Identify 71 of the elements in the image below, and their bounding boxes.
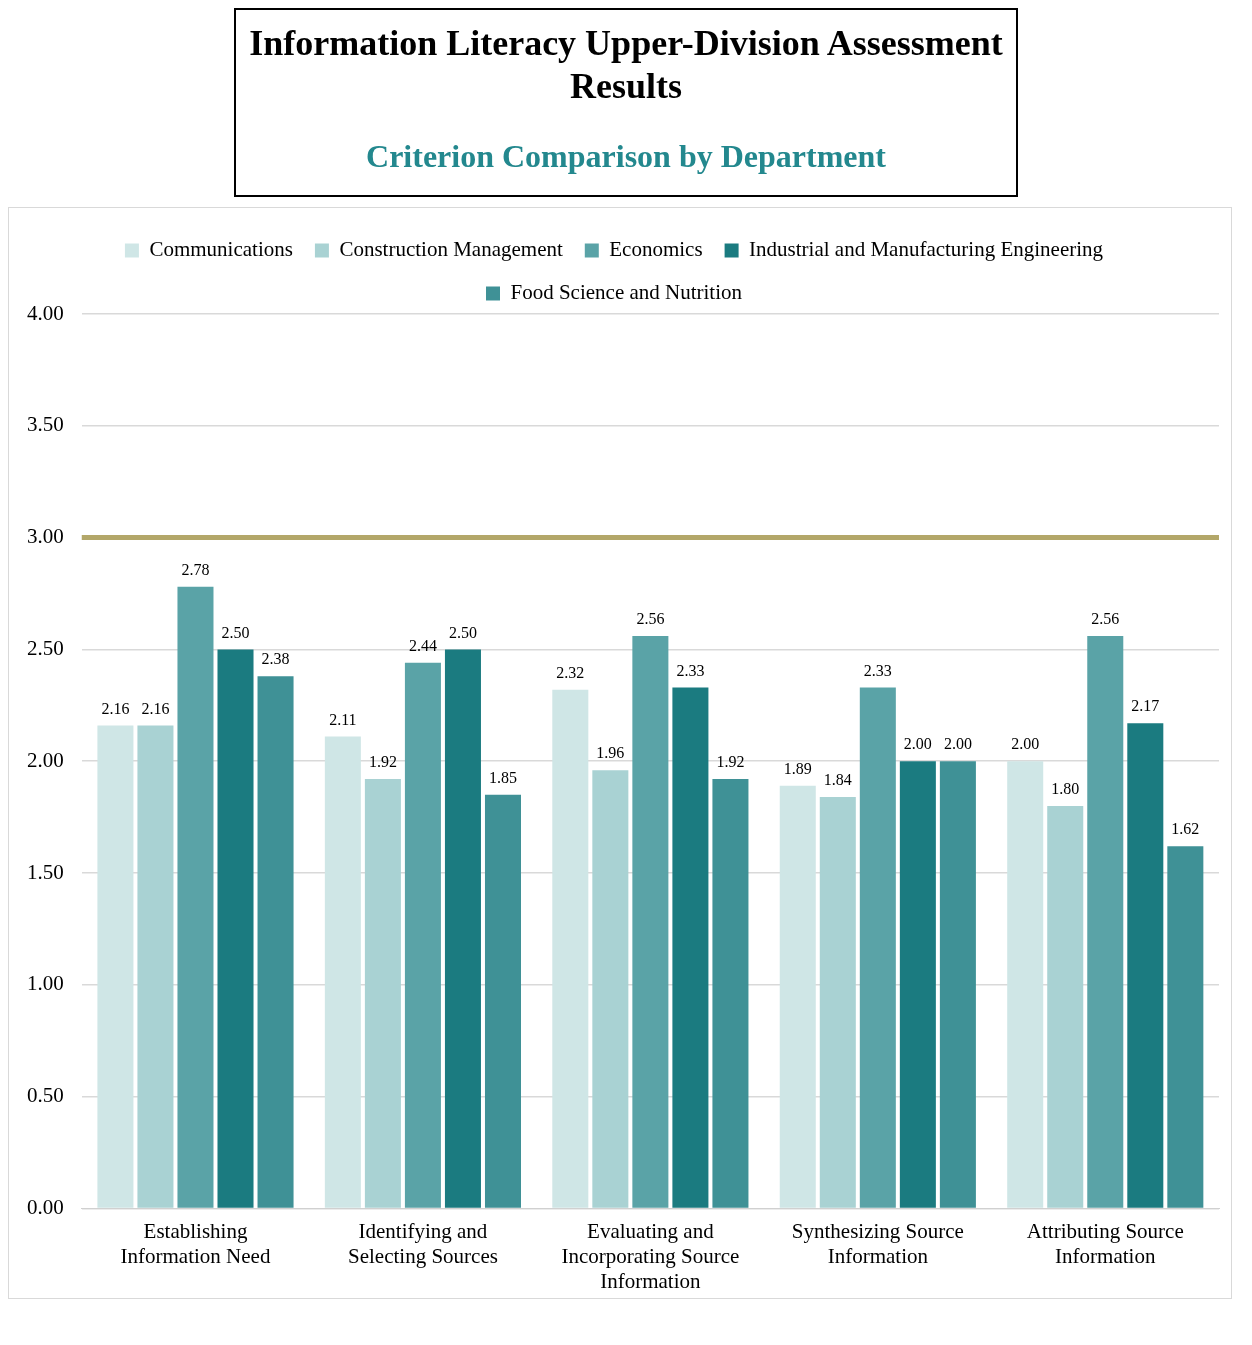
bar: [137, 725, 174, 1209]
data-label: 1.96: [596, 744, 625, 762]
legend-label: Economics: [609, 237, 703, 262]
bar: [177, 587, 214, 1209]
chart-subtitle: Criterion Comparison by Department: [365, 138, 887, 176]
bar: [404, 663, 441, 1209]
bar: [1007, 761, 1044, 1209]
y-tick-label: 2.50: [27, 636, 64, 661]
bar: [1087, 636, 1124, 1209]
data-label: 2.17: [1131, 697, 1160, 715]
data-label: 2.00: [943, 735, 972, 753]
bar: [899, 761, 936, 1209]
y-tick-label: 1.00: [27, 971, 64, 996]
data-label: 2.00: [1011, 735, 1040, 753]
bar: [552, 690, 589, 1209]
bar: [672, 687, 709, 1209]
y-tick-label: 0.00: [27, 1195, 64, 1220]
data-label: 2.32: [556, 664, 585, 682]
data-label: 2.56: [636, 610, 665, 628]
bar: [1167, 846, 1204, 1209]
data-label: 2.50: [448, 623, 477, 641]
data-label: 2.50: [221, 623, 250, 641]
legend-label: Industrial and Manufacturing Engineering: [749, 237, 1104, 262]
bar: [1127, 723, 1164, 1209]
data-label: 2.38: [261, 650, 290, 668]
data-label: 1.92: [716, 753, 745, 771]
data-label: 1.80: [1051, 780, 1080, 798]
bar: [632, 636, 669, 1209]
x-tick-label: Attributing Source Information: [1026, 1218, 1184, 1269]
data-label: 2.33: [863, 661, 892, 679]
bar: [1047, 806, 1084, 1209]
data-label: 1.92: [368, 753, 397, 771]
x-tick-label: Establishing Information Need: [120, 1218, 271, 1269]
data-label: 1.85: [488, 769, 517, 787]
legend-label: Construction Management: [339, 237, 563, 262]
x-tick-label: Identifying and Selecting Sources: [347, 1218, 498, 1269]
data-label: 2.78: [181, 561, 210, 579]
bar: [324, 736, 361, 1209]
bar: [257, 676, 294, 1209]
data-label: 2.00: [903, 735, 932, 753]
x-tick-label: Evaluating and Incorporating Source Information: [561, 1218, 740, 1294]
data-label: 2.16: [101, 700, 130, 717]
bar: [939, 761, 976, 1209]
bar: [859, 687, 896, 1209]
data-label: 2.11: [329, 711, 357, 729]
y-tick-label: 4.00: [27, 300, 64, 325]
data-label: 2.44: [408, 637, 437, 655]
data-label: 1.62: [1171, 820, 1200, 838]
data-label: 1.89: [783, 760, 812, 778]
bar: [364, 779, 401, 1209]
data-label: 2.16: [141, 700, 170, 717]
bar: [779, 786, 816, 1209]
y-tick-label: 1.50: [27, 859, 64, 884]
y-tick-label: 3.00: [27, 524, 64, 549]
bar: [484, 795, 521, 1209]
bar: [819, 797, 856, 1209]
y-tick-label: 2.00: [27, 748, 64, 773]
legend-label: Food Science and Nutrition: [510, 280, 743, 305]
bar: [444, 649, 481, 1209]
y-tick-label: 3.50: [27, 412, 64, 437]
bar: [97, 725, 134, 1209]
data-label: 2.33: [676, 661, 705, 679]
data-label: 1.84: [823, 771, 852, 789]
bar: [217, 649, 254, 1209]
bar: [712, 779, 749, 1209]
legend-label: Communications: [149, 237, 293, 262]
y-tick-label: 0.50: [27, 1083, 64, 1108]
data-label: 2.56: [1091, 610, 1120, 628]
x-tick-label: Synthesizing Source Information: [791, 1218, 964, 1269]
bar: [592, 770, 629, 1209]
chart-title: Information Literacy Upper-Division Assessment Results: [248, 22, 1004, 109]
